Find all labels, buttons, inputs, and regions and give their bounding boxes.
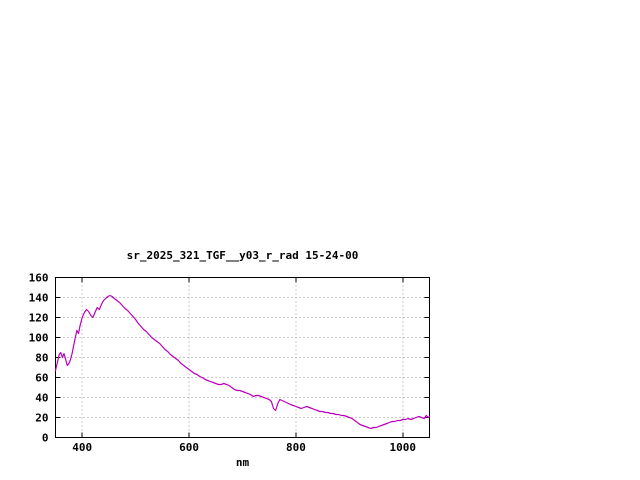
plot-border — [55, 277, 430, 438]
y-tick-label: 20 — [35, 412, 48, 425]
y-tick-label: 160 — [29, 272, 49, 285]
x-tick-label: 400 — [72, 441, 92, 454]
x-tick-labels: 400 600 800 1000 — [72, 441, 416, 454]
y-tick-label: 0 — [42, 432, 49, 445]
y-tick-label: 120 — [29, 312, 49, 325]
data-line — [54, 294, 431, 430]
chart-title: sr_2025_321_TGF__y03_r_rad 15-24-00 — [127, 249, 359, 262]
y-tick-label: 40 — [35, 392, 48, 405]
y-tick-label: 100 — [29, 332, 49, 345]
x-tick-label: 800 — [286, 441, 306, 454]
grid-lines — [55, 277, 430, 438]
y-tick-labels: 0 20 40 60 80 100 120 140 160 — [29, 272, 49, 445]
x-tick-label: 600 — [179, 441, 199, 454]
y-tick-label: 140 — [29, 292, 49, 305]
y-tick-label: 80 — [35, 352, 48, 365]
x-tick-label: 1000 — [390, 441, 417, 454]
x-axis-label: nm — [236, 456, 250, 469]
y-tick-label: 60 — [35, 372, 48, 385]
